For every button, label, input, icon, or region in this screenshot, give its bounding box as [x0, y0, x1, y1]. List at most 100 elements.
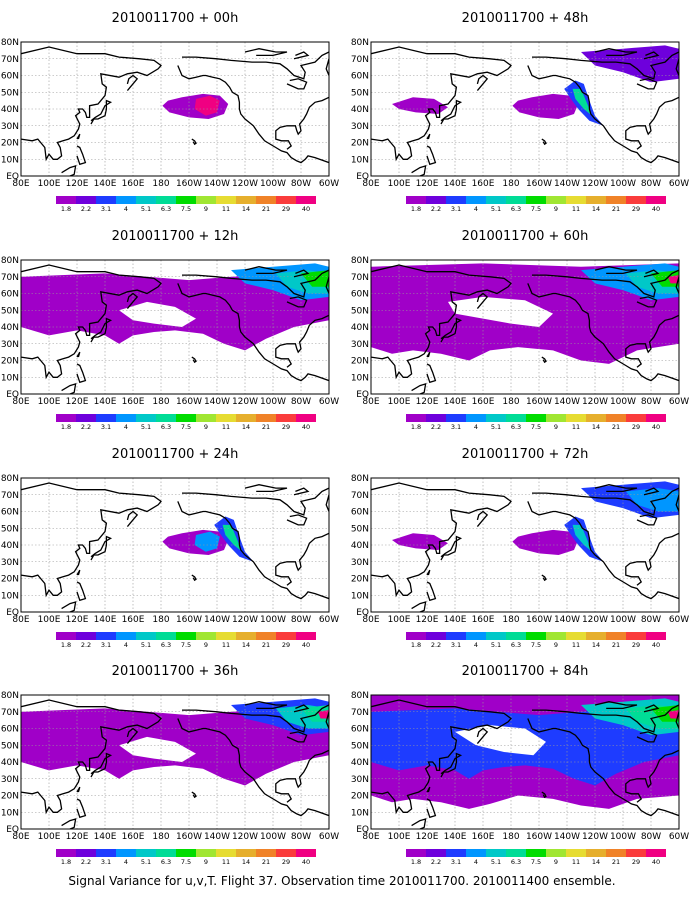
lat-tick-label: 80N — [1, 474, 19, 484]
coastline — [21, 46, 162, 162]
colorbar-swatch — [216, 632, 236, 640]
colorbar-label: 5.1 — [491, 641, 501, 649]
lon-tick-label: 60W — [669, 615, 689, 625]
colorbar-swatch — [136, 849, 156, 857]
variance-contour — [222, 524, 243, 552]
coastline — [440, 752, 463, 778]
lat-tick-label: 80N — [1, 256, 19, 266]
coastline — [426, 351, 431, 358]
colorbar-label: 14 — [592, 205, 600, 213]
colorbar-swatch — [586, 414, 606, 422]
coastline — [625, 96, 679, 150]
colorbar-label: 3.1 — [101, 641, 111, 649]
coastline — [182, 704, 329, 733]
colorbar-swatch — [526, 196, 546, 204]
lat-tick-label: 50N — [351, 741, 369, 751]
colorbar-swatch — [446, 849, 466, 857]
coastline — [440, 535, 463, 561]
coastline — [76, 351, 81, 358]
lat-tick-label: 30N — [351, 122, 369, 132]
lon-tick-label: 100W — [260, 179, 286, 189]
colorbar-label: 29 — [632, 858, 640, 866]
map-panel: 2010011700 + 00h 80E 100E 120E 140E 160E 180 16… — [1, 11, 339, 213]
lon-tick-label: 80W — [291, 179, 311, 189]
colorbar-label: 21 — [262, 858, 270, 866]
variance-contour — [625, 488, 679, 512]
lon-tick-label: 80E — [362, 832, 379, 842]
colorbar-swatch — [466, 196, 486, 204]
colorbar-swatch — [156, 849, 176, 857]
variance-contour — [512, 93, 579, 119]
coastline — [126, 510, 139, 528]
lat-tick-label: 40N — [1, 323, 19, 333]
lon-tick-label: 80E — [12, 615, 29, 625]
lon-tick-label: 100W — [610, 832, 636, 842]
colorbar-label: 4 — [474, 205, 478, 213]
lon-tick-label: 80E — [362, 179, 379, 189]
lon-tick-label: 100E — [38, 179, 61, 189]
coastline — [76, 145, 87, 166]
colorbar-swatch — [176, 196, 196, 204]
colorbar-label: 11 — [222, 423, 230, 431]
coastline — [675, 58, 679, 76]
lat-tick-label: 50N — [1, 306, 19, 316]
colorbar-swatch — [196, 849, 216, 857]
colorbar-swatch — [76, 632, 96, 640]
lat-tick-label: EQ — [356, 390, 369, 400]
colorbar-swatch — [156, 414, 176, 422]
lon-tick-label: 60W — [319, 615, 339, 625]
colorbar-swatch — [606, 414, 626, 422]
colorbar-swatch — [116, 196, 136, 204]
lat-tick-label: 60N — [351, 508, 369, 518]
coastline — [61, 164, 77, 176]
map-frame — [370, 477, 680, 613]
coastline — [275, 532, 329, 586]
colorbar-swatch — [526, 849, 546, 857]
gridlines — [21, 42, 329, 176]
colorbar-label: 5.1 — [141, 641, 151, 649]
coastline — [177, 718, 329, 817]
coastline — [476, 74, 489, 92]
colorbar-label: 7.5 — [531, 423, 541, 431]
map-panel: 2010011700 + 84h 80E 100E 120E 140E 160E 180 16… — [351, 664, 689, 866]
coastline — [126, 292, 139, 310]
colorbar-label: 2.2 — [81, 205, 91, 213]
coastline — [371, 46, 512, 162]
colorbar-swatch — [646, 196, 666, 204]
lat-tick-label: 70N — [351, 708, 369, 718]
coastline — [325, 58, 329, 76]
coastline — [177, 65, 329, 164]
colorbar-swatch — [646, 632, 666, 640]
colorbar-label: 29 — [282, 205, 290, 213]
map-frame — [370, 259, 680, 395]
colorbar-swatch — [546, 414, 566, 422]
colorbar-swatch — [156, 196, 176, 204]
lon-tick-label: 180 — [502, 179, 519, 189]
coastlines — [21, 482, 329, 612]
lat-tick-label: 70N — [351, 491, 369, 501]
coastline — [625, 749, 679, 803]
lat-tick-label: 10N — [1, 155, 19, 165]
lat-tick-label: 20N — [351, 575, 369, 585]
colorbar-swatch — [136, 414, 156, 422]
lon-tick-label: 160E — [122, 615, 145, 625]
lat-tick-label: EQ — [356, 608, 369, 618]
coastlines — [371, 46, 679, 176]
lat-tick-label: EQ — [6, 608, 19, 618]
lat-tick-label: 70N — [351, 55, 369, 65]
colorbar-swatch — [76, 196, 96, 204]
colorbar-swatch — [216, 849, 236, 857]
coastline — [90, 317, 113, 343]
lon-tick-label: 100E — [388, 397, 411, 407]
colorbar-label: 5.1 — [141, 858, 151, 866]
colorbar-label: 6.3 — [511, 423, 521, 431]
coastline — [126, 727, 139, 745]
variance-shading — [162, 93, 229, 119]
lat-tick-label: 30N — [1, 340, 19, 350]
colorbar-swatch — [626, 632, 646, 640]
lon-tick-label: 80W — [641, 615, 661, 625]
colorbar-label: 11 — [572, 641, 580, 649]
lat-tick-label: 40N — [351, 758, 369, 768]
colorbar-swatch — [276, 849, 296, 857]
coastline — [244, 48, 288, 57]
